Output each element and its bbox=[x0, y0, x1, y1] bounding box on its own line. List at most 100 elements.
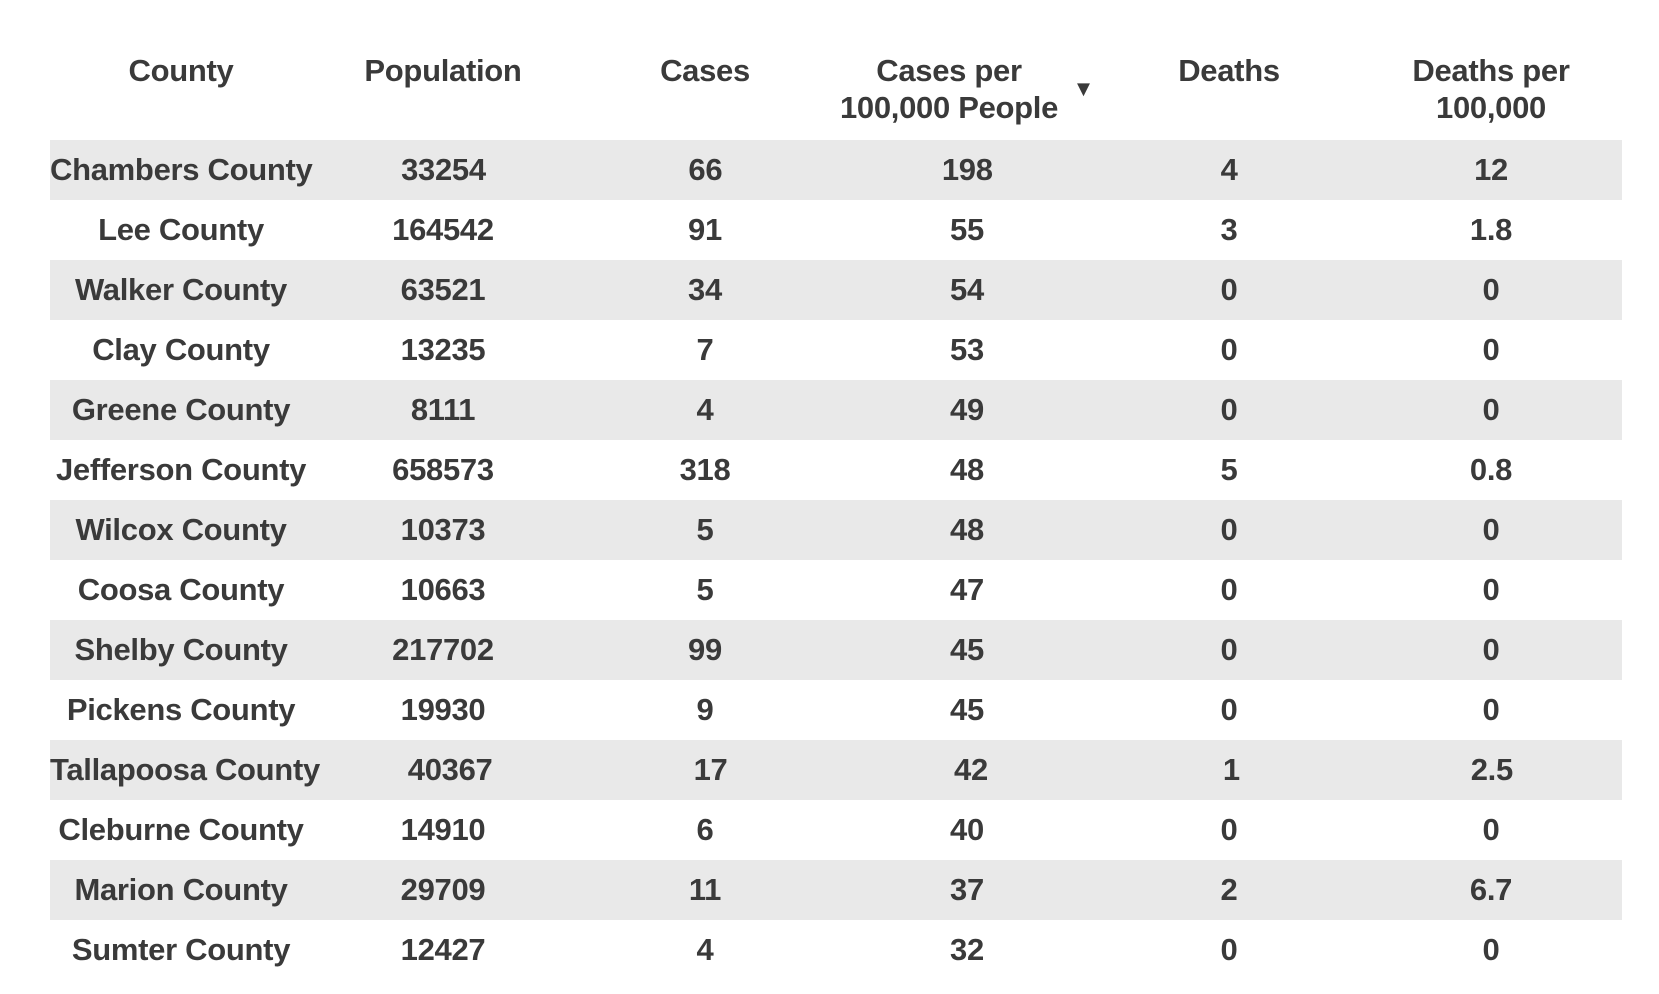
cell-county: Greene County bbox=[71, 392, 291, 427]
cell-population: 29709 bbox=[400, 872, 486, 907]
cell-cases-per-100k: 42 bbox=[954, 752, 988, 787]
cell-cases: 34 bbox=[688, 272, 722, 307]
cell-cases-per-100k: 54 bbox=[950, 272, 984, 307]
cell-deaths: 4 bbox=[1220, 152, 1238, 187]
cell-deaths: 5 bbox=[1220, 452, 1238, 487]
cell-cases: 318 bbox=[679, 452, 731, 487]
table-header-row: County Population Cases Cases per 100,00… bbox=[50, 0, 1622, 140]
cell-county: Pickens County bbox=[66, 692, 296, 727]
cell-population: 12427 bbox=[400, 932, 486, 967]
cell-deaths-per-100k: 6.7 bbox=[1469, 872, 1513, 907]
cell-deaths-per-100k: 0 bbox=[1482, 392, 1500, 427]
cell-cases: 5 bbox=[696, 572, 714, 607]
cell-deaths: 0 bbox=[1220, 332, 1238, 367]
cell-deaths: 1 bbox=[1222, 752, 1240, 787]
column-header-deaths[interactable]: Deaths bbox=[1098, 0, 1360, 140]
cell-county: Coosa County bbox=[77, 572, 285, 607]
cell-population: 19930 bbox=[400, 692, 486, 727]
cell-county: Lee County bbox=[98, 212, 264, 247]
cell-deaths-per-100k: 0 bbox=[1482, 812, 1500, 847]
column-header-label: Deaths per bbox=[1412, 53, 1570, 88]
cell-cases: 9 bbox=[696, 692, 714, 727]
cell-cases: 66 bbox=[688, 152, 723, 187]
cell-county: Marion County bbox=[74, 872, 288, 907]
cell-cases: 17 bbox=[693, 752, 728, 787]
cell-population: 33254 bbox=[401, 152, 486, 187]
cell-deaths-per-100k: 2.5 bbox=[1470, 752, 1514, 787]
cell-population: 63521 bbox=[400, 272, 486, 307]
table-row: Walker County 63521 34 54 0 0 bbox=[50, 260, 1622, 320]
table-row: Coosa County 10663 5 47 0 0 bbox=[50, 560, 1622, 620]
column-header-label: County bbox=[128, 53, 234, 88]
cell-county: Wilcox County bbox=[75, 512, 287, 547]
cell-deaths-per-100k: 12 bbox=[1474, 152, 1508, 187]
cell-cases-per-100k: 45 bbox=[950, 692, 984, 727]
column-header-population[interactable]: Population bbox=[312, 0, 574, 140]
table-row: Clay County 13235 7 53 0 0 bbox=[50, 320, 1622, 380]
cell-cases-per-100k: 53 bbox=[950, 332, 984, 367]
column-header-label: Population bbox=[364, 53, 522, 88]
cell-deaths-per-100k: 0 bbox=[1482, 932, 1500, 967]
cell-population: 14910 bbox=[400, 812, 486, 847]
cell-cases-per-100k: 37 bbox=[950, 872, 984, 907]
sort-descending-icon: ▼ bbox=[1072, 76, 1095, 101]
cell-deaths-per-100k: 0 bbox=[1482, 632, 1500, 667]
cell-cases-per-100k: 48 bbox=[950, 452, 984, 487]
cell-cases-per-100k: 48 bbox=[950, 512, 984, 547]
cell-deaths: 0 bbox=[1220, 632, 1238, 667]
cell-cases-per-100k: 45 bbox=[950, 632, 984, 667]
column-header-deaths-per-100k[interactable]: Deaths per 100,000 bbox=[1360, 0, 1622, 140]
cell-deaths: 0 bbox=[1220, 512, 1238, 547]
table-row: Marion County 29709 11 37 2 6.7 bbox=[50, 860, 1622, 920]
cell-deaths: 3 bbox=[1220, 212, 1238, 247]
cell-deaths-per-100k: 0 bbox=[1482, 272, 1500, 307]
table-row: Chambers County 33254 66 198 4 12 bbox=[50, 140, 1622, 200]
cell-cases-per-100k: 55 bbox=[950, 212, 984, 247]
cell-cases: 6 bbox=[696, 812, 714, 847]
cell-deaths: 0 bbox=[1220, 692, 1238, 727]
cell-cases: 11 bbox=[688, 872, 722, 907]
cell-cases: 5 bbox=[696, 512, 714, 547]
cell-cases-per-100k: 198 bbox=[941, 152, 993, 187]
cell-county: Sumter County bbox=[71, 932, 291, 967]
cell-deaths: 0 bbox=[1220, 932, 1238, 967]
cell-cases: 91 bbox=[688, 212, 722, 247]
cell-deaths: 0 bbox=[1220, 272, 1238, 307]
cell-population: 13235 bbox=[400, 332, 486, 367]
cell-county: Tallapoosa County bbox=[50, 752, 320, 787]
cell-deaths-per-100k: 0.8 bbox=[1469, 452, 1513, 487]
table-row: Shelby County 217702 99 45 0 0 bbox=[50, 620, 1622, 680]
cell-cases-per-100k: 47 bbox=[950, 572, 984, 607]
column-header-label: Cases per bbox=[876, 53, 1022, 88]
cell-population: 8111 bbox=[410, 392, 476, 427]
cell-cases-per-100k: 49 bbox=[950, 392, 984, 427]
cell-county: Clay County bbox=[92, 332, 270, 367]
cell-deaths-per-100k: 0 bbox=[1482, 332, 1500, 367]
table-row: Tallapoosa County 40367 17 42 1 2.5 bbox=[50, 740, 1622, 800]
cell-county: Jefferson County bbox=[55, 452, 307, 487]
cell-county: Cleburne County bbox=[58, 812, 304, 847]
cell-cases: 4 bbox=[696, 932, 714, 967]
cell-county: Walker County bbox=[75, 272, 287, 307]
table-row: Lee County 164542 91 55 3 1.8 bbox=[50, 200, 1622, 260]
cell-cases-per-100k: 32 bbox=[950, 932, 984, 967]
cell-deaths-per-100k: 0 bbox=[1482, 572, 1500, 607]
table-row: Jefferson County 658573 318 48 5 0.8 bbox=[50, 440, 1622, 500]
column-header-cases-per-100k[interactable]: Cases per 100,000 People ▼ bbox=[836, 0, 1098, 140]
cell-county: Shelby County bbox=[74, 632, 288, 667]
table-row: Cleburne County 14910 6 40 0 0 bbox=[50, 800, 1622, 860]
cell-population: 217702 bbox=[392, 632, 494, 667]
column-header-label-line2: 100,000 People bbox=[839, 90, 1059, 125]
cell-population: 658573 bbox=[392, 452, 494, 487]
cell-cases: 7 bbox=[696, 332, 714, 367]
cell-county: Chambers County bbox=[50, 152, 313, 187]
cell-deaths: 2 bbox=[1220, 872, 1238, 907]
column-header-label-line2: 100,000 bbox=[1436, 90, 1546, 125]
cell-deaths-per-100k: 0 bbox=[1482, 512, 1500, 547]
cell-deaths: 0 bbox=[1220, 812, 1238, 847]
column-header-cases[interactable]: Cases bbox=[574, 0, 836, 140]
cell-population: 10663 bbox=[400, 572, 486, 607]
column-header-county[interactable]: County bbox=[50, 0, 312, 140]
column-header-label: Cases bbox=[660, 53, 750, 88]
cell-cases: 4 bbox=[696, 392, 714, 427]
